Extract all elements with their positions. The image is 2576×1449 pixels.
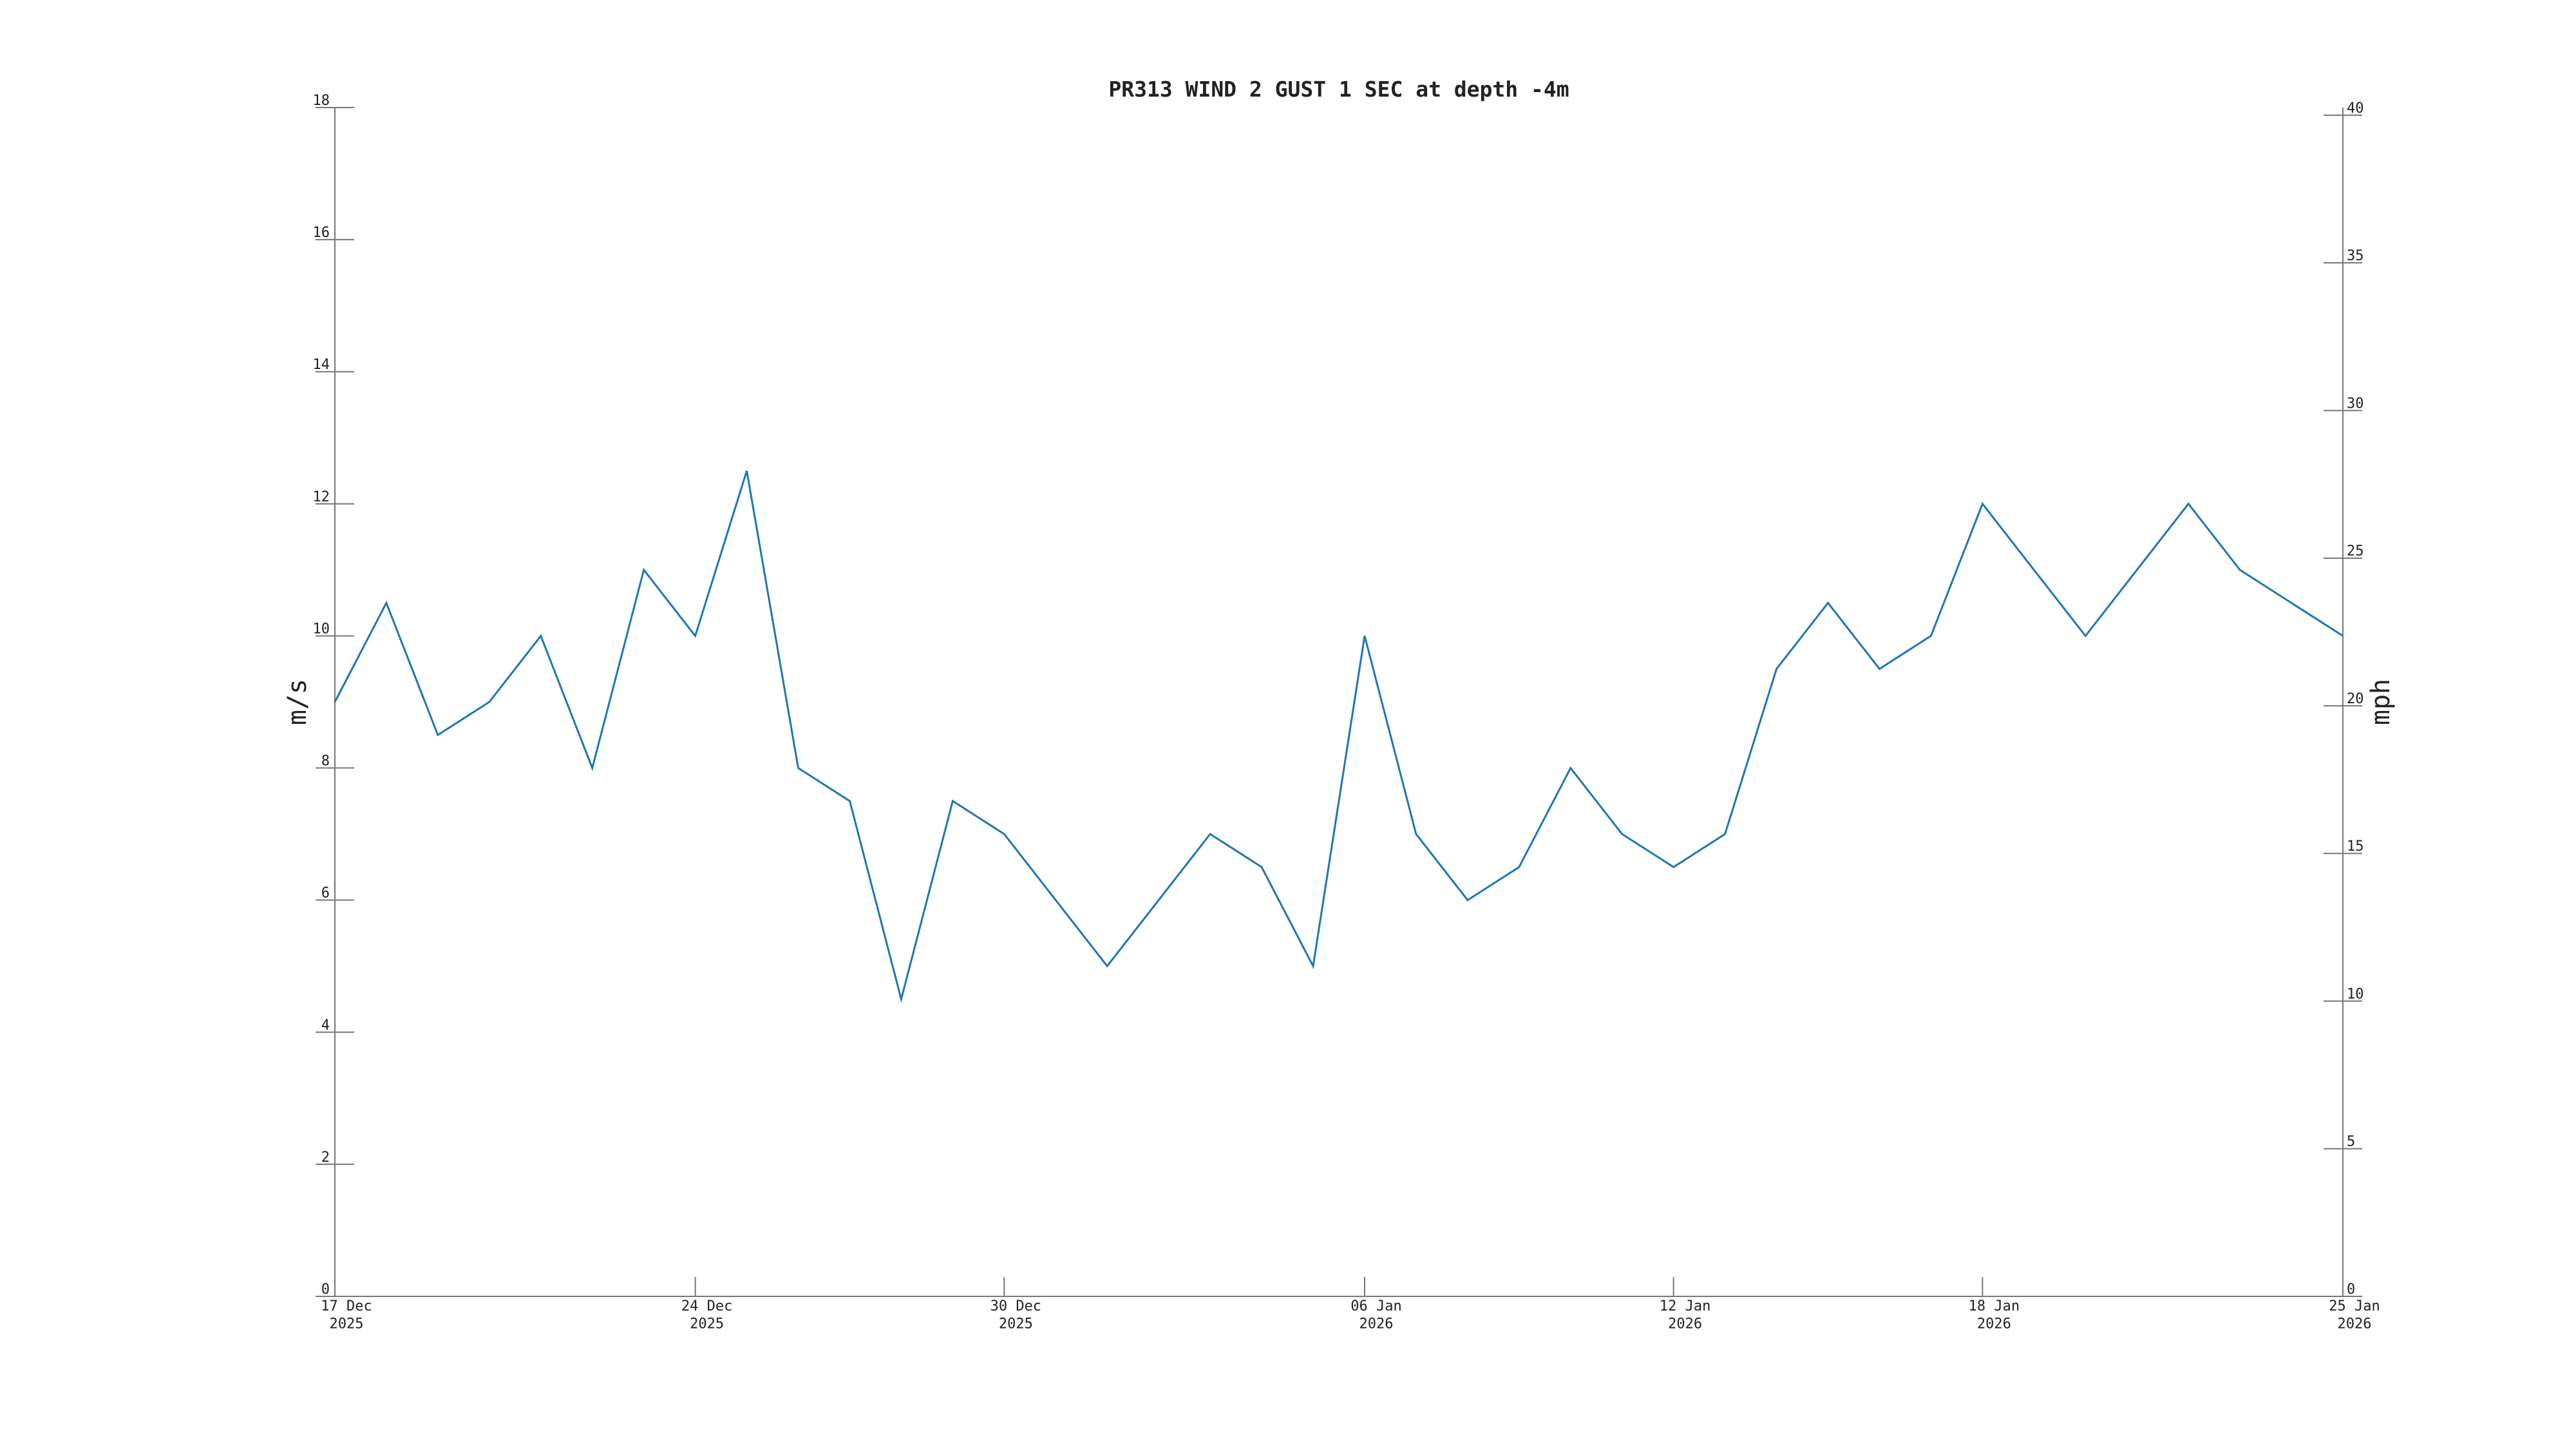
x-tick-label: 17 Dec 2025	[321, 1298, 372, 1332]
x-tick-label: 30 Dec 2025	[990, 1298, 1041, 1332]
y2-tick-label: 5	[2347, 1134, 2355, 1150]
y2-tick-label: 0	[2347, 1282, 2355, 1298]
y-tick-label: 4	[321, 1018, 330, 1034]
y-axis-label: m/s	[283, 679, 312, 725]
y-tick-label: 16	[313, 225, 330, 241]
y-tick-label: 14	[313, 357, 330, 373]
chart-title: PR313 WIND 2 GUST 1 SEC at depth -4m	[1108, 77, 1569, 102]
data-line	[334, 470, 2344, 1003]
y-tick-label: 18	[313, 93, 330, 109]
y-tick-label: 12	[313, 489, 330, 505]
x-tick-label: 12 Jan 2026	[1660, 1298, 1710, 1332]
y2-tick-label: 30	[2347, 395, 2364, 412]
y2-axis-label: mph	[2366, 679, 2396, 725]
y-tick-label: 6	[321, 886, 330, 902]
y2-tick-label: 15	[2347, 838, 2364, 855]
y2-tick-label: 35	[2347, 248, 2364, 264]
y-tick-label: 8	[321, 753, 330, 770]
y2-tick-label: 20	[2347, 691, 2364, 707]
x-tick-label: 06 Jan 2026	[1350, 1298, 1401, 1332]
y2-tick-label: 25	[2347, 544, 2364, 560]
x-tick-label: 24 Dec 2025	[681, 1298, 732, 1332]
y-tick-label: 0	[321, 1282, 330, 1298]
x-tick-label: 25 Jan 2026	[2329, 1298, 2380, 1332]
y-tick-label: 10	[313, 621, 330, 637]
y-tick-label: 2	[321, 1150, 330, 1166]
x-tick-label: 18 Jan 2026	[1969, 1298, 2020, 1332]
y2-tick-label: 10	[2347, 986, 2364, 1002]
y2-tick-label: 40	[2347, 100, 2364, 117]
